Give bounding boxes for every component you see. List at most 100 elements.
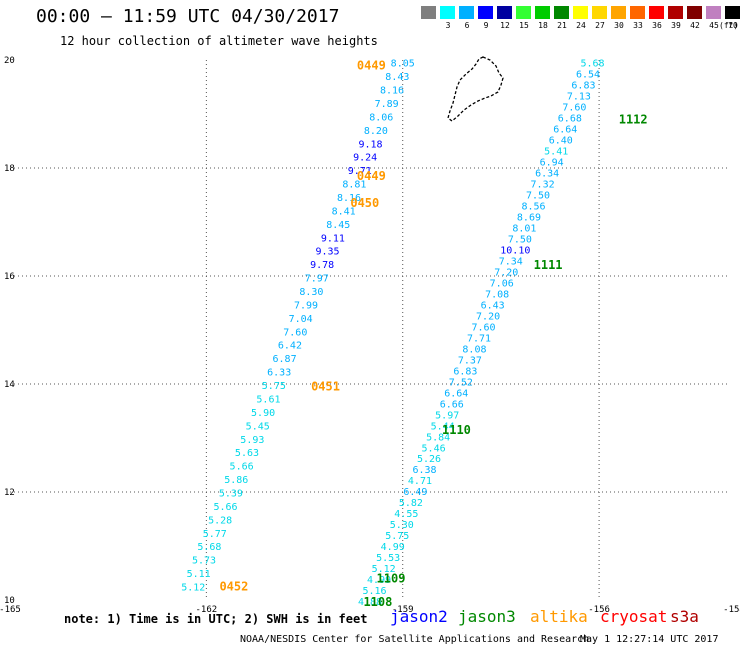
swh-value: 7.08 <box>485 289 509 300</box>
swh-value: 4.88 <box>358 597 382 608</box>
swh-value: 6.94 <box>540 158 564 169</box>
swh-value: 6.40 <box>549 136 573 147</box>
pass-time-label: 1108 <box>363 595 392 609</box>
swh-value: 7.04 <box>289 314 313 325</box>
lat-tick-label: 10 <box>4 596 15 606</box>
legend-label: 27 <box>595 21 605 30</box>
pass-time-label: 0449 <box>357 58 386 72</box>
pass-time-label: 1112 <box>619 112 648 126</box>
legend-swatch <box>535 6 550 19</box>
swh-value: 7.20 <box>494 267 518 278</box>
swh-value: 8.56 <box>521 202 545 213</box>
legend-swatch <box>668 6 683 19</box>
legend-label: 30 <box>614 21 624 30</box>
swh-value: 8.08 <box>462 344 486 355</box>
swh-value: 6.54 <box>576 70 600 81</box>
lon-tick-label: -159 <box>392 605 414 615</box>
swh-value: 9.78 <box>310 260 334 271</box>
legend-label: 6 <box>464 21 470 30</box>
pass-time-label: 0450 <box>350 196 379 210</box>
legend-label: 70 <box>728 21 738 30</box>
swh-value: 6.42 <box>278 341 302 352</box>
swh-value: 6.64 <box>444 388 468 399</box>
pass-time-labels: 0449 0449 0450 0451 0452 1112 1111 1110 1109 1108… <box>219 58 648 609</box>
lat-tick-label: 14 <box>4 380 15 390</box>
swh-value: 5.93 <box>240 435 264 446</box>
swh-value: 5.86 <box>224 475 248 486</box>
swh-value: 5.46 <box>422 443 446 454</box>
footnote: note: 1) Time is in UTC; 2) SWH is in fe… <box>64 612 368 626</box>
pass-time-label: 1110 <box>442 423 471 437</box>
legend-swatch <box>725 6 740 19</box>
swh-value: 6.49 <box>403 487 427 498</box>
sat-label-cryosat: cryosat <box>600 607 668 626</box>
swh-value: 5.97 <box>435 410 459 421</box>
pass-time-label: 1111 <box>534 258 563 272</box>
swh-value: 4.99 <box>367 575 391 586</box>
swh-value: 5.39 <box>219 488 243 499</box>
swh-value: 8.01 <box>512 224 536 235</box>
swh-value: 5.66 <box>213 502 237 513</box>
swh-value: 5.44 <box>431 421 455 432</box>
lat-tick-label: 20 <box>4 56 15 66</box>
legend-swatch <box>573 6 588 19</box>
swh-value: 5.26 <box>417 454 441 465</box>
swh-value: 8.05 <box>391 59 415 70</box>
swh-value: 5.75 <box>262 381 286 392</box>
swh-value: 8.81 <box>342 180 366 191</box>
swh-value: 4.99 <box>381 542 405 553</box>
sat-label-s3a: s3a <box>670 607 699 626</box>
hawaii-coastline <box>447 56 504 122</box>
swh-value: 8.16 <box>380 86 404 97</box>
units-label: (ft) <box>719 21 739 30</box>
swh-value: 4.71 <box>408 476 432 487</box>
swh-value: 8.41 <box>332 206 356 217</box>
swh-value: 6.43 <box>481 300 505 311</box>
legend-label: 18 <box>538 21 548 30</box>
swh-value: 7.37 <box>458 355 482 366</box>
swh-value: 5.90 <box>251 408 275 419</box>
lon-tick-label: -156 <box>588 605 610 615</box>
legend-swatch <box>687 6 702 19</box>
legend-label: 12 <box>500 21 510 30</box>
swh-value: 7.60 <box>562 103 586 114</box>
swh-value: 5.68 <box>197 542 221 553</box>
swh-value: 6.38 <box>412 465 436 476</box>
swh-value: 7.13 <box>567 92 591 103</box>
swh-value: 5.16 <box>362 586 386 597</box>
legend-label: 36 <box>652 21 662 30</box>
swh-value: 7.32 <box>531 180 555 191</box>
lat-tick-label: 16 <box>4 272 15 282</box>
legend-label: 3 <box>445 21 451 30</box>
swh-value: 5.12 <box>181 583 205 594</box>
swh-value: 5.68 <box>580 59 604 70</box>
swh-value: 9.18 <box>358 139 382 150</box>
swh-value: 9.35 <box>315 247 339 258</box>
legend-label: 21 <box>557 21 567 30</box>
map-subtitle: 12 hour collection of altimeter wave hei… <box>60 34 378 48</box>
sat-label-altika: altika <box>530 607 588 626</box>
sat-label-jason3: jason3 <box>458 607 516 626</box>
swh-value: 4.55 <box>394 509 418 520</box>
legend-swatch <box>630 6 645 19</box>
swh-value: 6.68 <box>558 114 582 125</box>
swh-value: 5.75 <box>385 531 409 542</box>
swh-value: 9.24 <box>353 153 377 164</box>
lat-tick-label: 18 <box>4 164 15 174</box>
legend-swatch <box>592 6 607 19</box>
legend-label: 15 <box>519 21 529 30</box>
swh-value: 5.63 <box>235 448 259 459</box>
swh-value: 8.43 <box>385 72 409 83</box>
swh-value: 10.10 <box>500 245 530 256</box>
swh-value: 5.28 <box>208 515 232 526</box>
legend-label: 45 <box>709 21 719 30</box>
swh-value: 7.97 <box>305 274 329 285</box>
swh-value: 5.61 <box>256 394 280 405</box>
swh-value: 6.83 <box>571 81 595 92</box>
swh-value: 5.45 <box>246 421 270 432</box>
swh-value: 5.30 <box>390 520 414 531</box>
swh-value: 5.41 <box>544 147 568 158</box>
swh-value: 8.30 <box>299 287 323 298</box>
axis-labels: -165-162-159-156-153-154201816141210 <box>0 56 740 615</box>
